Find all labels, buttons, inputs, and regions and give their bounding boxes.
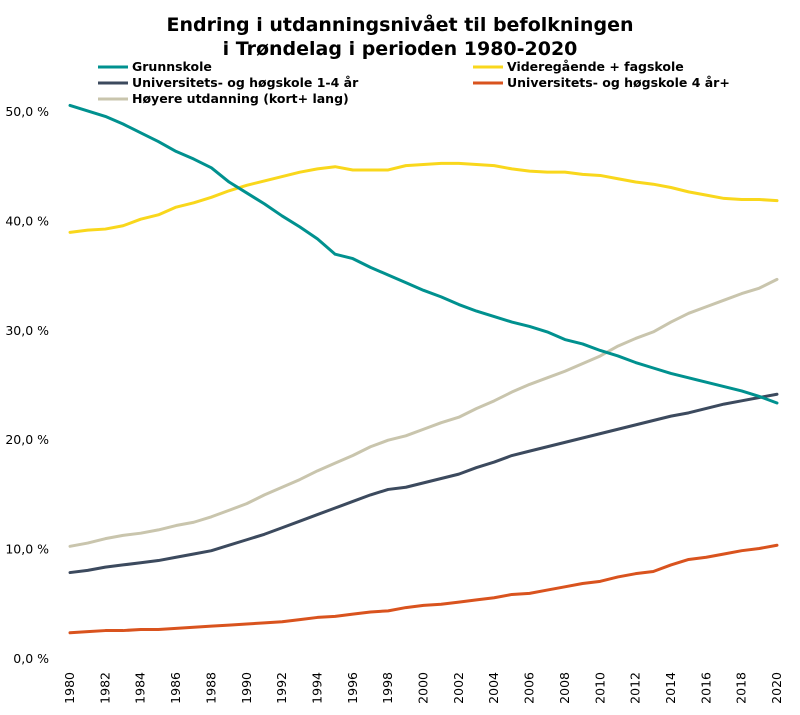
y-tick-label: 10,0 %: [5, 542, 49, 557]
y-tick-label: 20,0 %: [5, 432, 49, 447]
x-tick-label: 2004: [486, 672, 501, 704]
legend-label: Universitets- og høgskole 1-4 år: [132, 75, 359, 90]
legend-label: Universitets- og høgskole 4 år+: [507, 75, 730, 90]
x-tick-label: 2008: [557, 672, 572, 704]
chart-legend: Grunnskole Videregående + fagskoleUnivers…: [98, 59, 730, 106]
x-tick-label: 2006: [522, 672, 537, 704]
x-tick-label: 1986: [168, 672, 183, 704]
x-tick-label: 1982: [97, 672, 112, 704]
series-lines: [68, 103, 779, 635]
x-tick-label: 2010: [592, 672, 607, 704]
y-tick-label: 40,0 %: [5, 213, 49, 228]
chart-title-line-2: i Trøndelag i perioden 1980-2020: [223, 38, 578, 60]
y-tick-label: 30,0 %: [5, 323, 49, 338]
x-tick-label: 2020: [769, 672, 784, 704]
y-tick-label: 0,0 %: [13, 651, 49, 666]
x-tick-label: 2016: [698, 672, 713, 704]
series-line-h-yere-utdanning-kort-lang: [68, 277, 779, 548]
y-tick-label: 50,0 %: [5, 104, 49, 119]
series-line-universitets-og-h-gskole-4-r: [68, 543, 779, 635]
chart-title-line-1: Endring i utdanningsnivået til befolknin…: [167, 12, 634, 36]
x-tick-label: 2014: [663, 672, 678, 704]
series-line-universitets-og-h-gskole-1-4-r: [68, 392, 779, 575]
x-tick-label: 1988: [203, 672, 218, 704]
x-tick-label: 1992: [274, 672, 289, 704]
x-tick-label: 2018: [734, 672, 749, 704]
x-tick-label: 1990: [239, 672, 254, 704]
x-tick-label: 2002: [451, 672, 466, 704]
x-axis: 1980 1982 1984 1986 1988 1990 1992 1994 1996 1998…: [62, 672, 784, 704]
x-tick-label: 2012: [628, 672, 643, 704]
x-tick-label: 1994: [309, 672, 324, 704]
legend-label: Grunnskole: [132, 59, 212, 74]
legend-label: Videregående + fagskole: [507, 59, 684, 74]
x-tick-label: 2000: [416, 672, 431, 704]
legend-label: Høyere utdanning (kort+ lang): [132, 91, 349, 106]
series-line-videreg-ende-fagskole: [68, 161, 779, 234]
series-line-grunnskole: [68, 103, 779, 405]
y-axis: 0,0 % 10,0 % 20,0 % 30,0 % 40,0 % 50,0 %: [5, 104, 49, 666]
x-tick-label: 1984: [133, 672, 148, 704]
x-tick-label: 1998: [380, 672, 395, 704]
x-tick-label: 1980: [62, 672, 77, 704]
x-tick-label: 1996: [345, 672, 360, 704]
